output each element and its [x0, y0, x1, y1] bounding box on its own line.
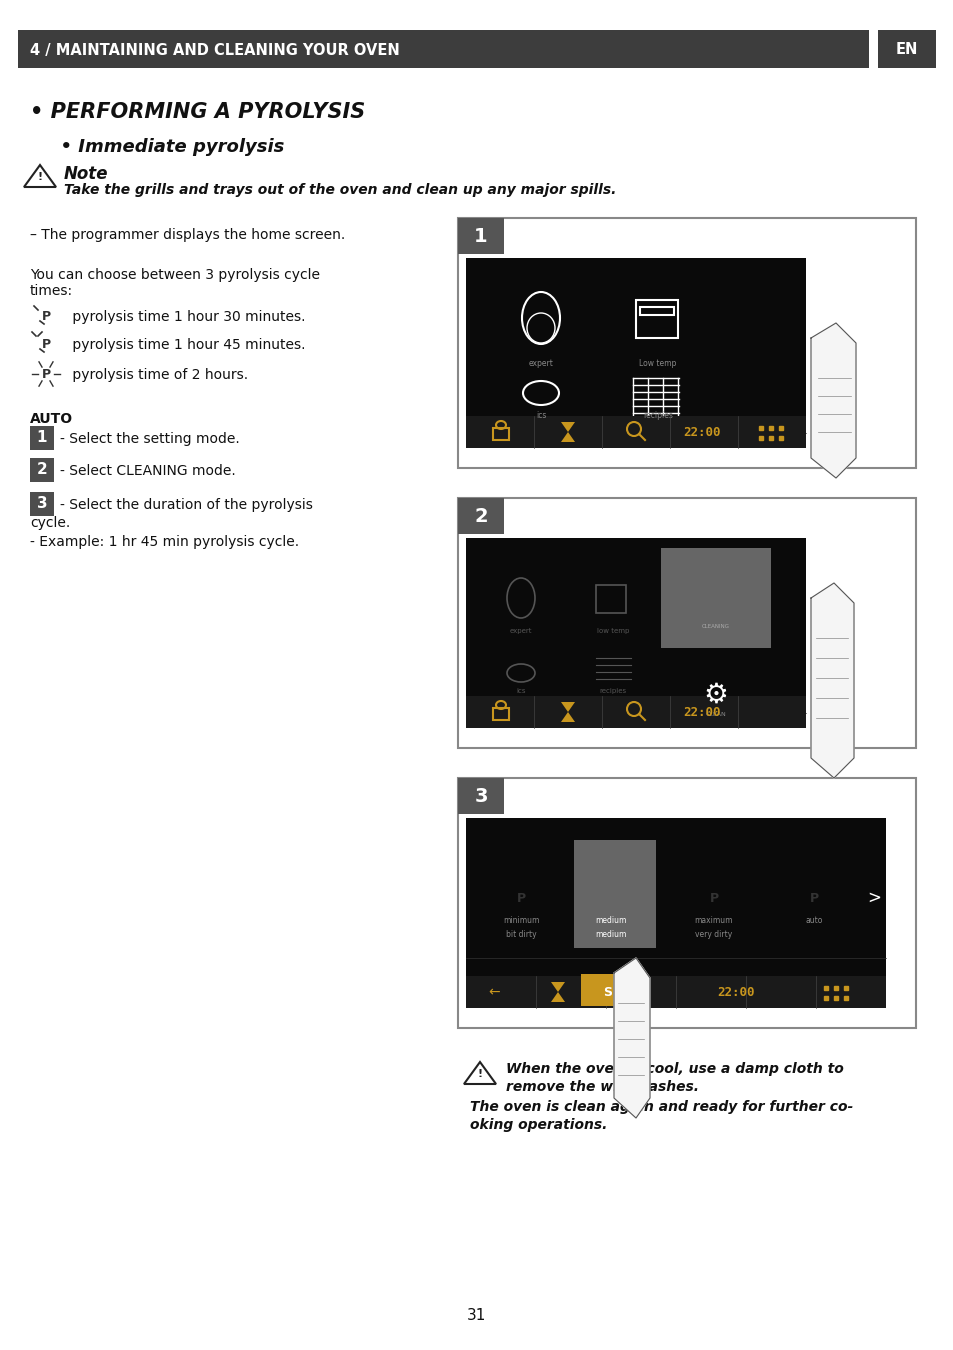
Text: auto: auto	[804, 917, 821, 925]
Text: very dirty: very dirty	[695, 930, 732, 940]
Bar	[457, 217, 503, 254]
Text: low temp: low temp	[597, 628, 629, 634]
Bar	[465, 976, 885, 1008]
Text: S: S	[603, 986, 612, 999]
Bar	[30, 491, 54, 516]
Polygon shape	[560, 423, 575, 441]
Bar	[457, 778, 503, 814]
Text: CLEANING: CLEANING	[701, 624, 729, 629]
Bar	[465, 697, 805, 728]
Text: Note: Note	[64, 165, 109, 184]
Bar	[457, 498, 503, 535]
Polygon shape	[551, 981, 564, 1002]
Ellipse shape	[526, 313, 555, 343]
Text: recipies: recipies	[598, 688, 626, 694]
Polygon shape	[463, 1062, 496, 1084]
Text: AUTO: AUTO	[30, 412, 73, 427]
Text: 1: 1	[37, 431, 48, 446]
Text: pyrolysis time of 2 hours.: pyrolysis time of 2 hours.	[68, 369, 248, 382]
Polygon shape	[810, 583, 853, 778]
Text: oking operations.: oking operations.	[470, 1118, 607, 1133]
Text: 22:00: 22:00	[717, 986, 754, 999]
Text: - Select the duration of the pyrolysis: - Select the duration of the pyrolysis	[60, 498, 313, 512]
Text: pyrolysis time 1 hour 30 minutes.: pyrolysis time 1 hour 30 minutes.	[68, 310, 305, 324]
Text: ics: ics	[516, 688, 525, 694]
Text: - Select CLEANING mode.: - Select CLEANING mode.	[60, 464, 235, 478]
Bar	[457, 217, 915, 468]
Text: CLEAN: CLEAN	[705, 711, 725, 717]
Text: remove the white ashes.: remove the white ashes.	[505, 1080, 699, 1094]
Text: 2: 2	[36, 463, 48, 478]
Text: 31: 31	[467, 1308, 486, 1323]
Text: >: >	[866, 890, 880, 907]
Text: P: P	[41, 309, 51, 323]
Bar	[639, 306, 673, 315]
Bar	[493, 428, 509, 440]
Text: • Immediate pyrolysis: • Immediate pyrolysis	[48, 138, 284, 157]
Text: 2: 2	[474, 506, 487, 525]
Text: Take the grills and trays out of the oven and clean up any major spills.: Take the grills and trays out of the ove…	[64, 184, 616, 197]
Polygon shape	[24, 165, 56, 188]
Text: EN: EN	[895, 42, 917, 58]
Text: P: P	[516, 891, 525, 904]
Text: When the oven is cool, use a damp cloth to: When the oven is cool, use a damp cloth …	[505, 1062, 842, 1076]
Bar	[465, 818, 885, 1008]
Bar	[30, 458, 54, 482]
Bar	[636, 300, 678, 338]
Text: times:: times:	[30, 284, 73, 298]
Text: expert: expert	[509, 628, 532, 634]
Text: 3: 3	[474, 787, 487, 806]
Text: P: P	[808, 891, 818, 904]
Text: P: P	[41, 367, 51, 381]
Bar	[18, 30, 868, 68]
Text: – The programmer displays the home screen.: – The programmer displays the home scree…	[30, 228, 345, 242]
Text: cycle.: cycle.	[30, 516, 71, 531]
Text: P: P	[711, 597, 720, 609]
Text: • PERFORMING A PYROLYSIS: • PERFORMING A PYROLYSIS	[30, 103, 365, 122]
Text: P: P	[709, 891, 718, 904]
Polygon shape	[810, 323, 855, 478]
Bar	[465, 416, 805, 448]
Text: expert: expert	[528, 359, 553, 369]
Text: Low temp: Low temp	[639, 359, 676, 369]
Polygon shape	[560, 702, 575, 722]
Bar	[465, 539, 805, 728]
Text: 22:00: 22:00	[682, 425, 720, 439]
Bar	[596, 585, 625, 613]
Text: maximum: maximum	[694, 917, 733, 925]
Text: ⚙: ⚙	[702, 680, 728, 709]
Bar	[493, 707, 509, 720]
Text: ←: ←	[488, 986, 499, 999]
Polygon shape	[614, 958, 649, 1118]
Bar	[30, 427, 54, 450]
Bar	[580, 973, 636, 1006]
Text: medium: medium	[595, 917, 626, 925]
Bar	[457, 498, 915, 748]
Text: You can choose between 3 pyrolysis cycle: You can choose between 3 pyrolysis cycle	[30, 269, 319, 282]
Text: bit dirty: bit dirty	[505, 930, 536, 940]
Text: P: P	[41, 338, 51, 351]
Text: 4 / MAINTAINING AND CLEANING YOUR OVEN: 4 / MAINTAINING AND CLEANING YOUR OVEN	[30, 42, 399, 58]
Text: !: !	[37, 171, 43, 182]
Text: ics: ics	[536, 410, 546, 420]
Bar	[457, 778, 915, 1027]
Text: minimum: minimum	[502, 917, 538, 925]
Text: - Example: 1 hr 45 min pyrolysis cycle.: - Example: 1 hr 45 min pyrolysis cycle.	[30, 535, 299, 549]
Bar	[660, 548, 770, 648]
Text: P: P	[606, 891, 615, 904]
Text: !: !	[476, 1069, 482, 1079]
Text: pyrolysis time 1 hour 45 minutes.: pyrolysis time 1 hour 45 minutes.	[68, 338, 305, 352]
Bar	[877, 30, 935, 68]
Text: 3: 3	[36, 497, 48, 512]
Text: recipies: recipies	[642, 410, 672, 420]
Text: 22:00: 22:00	[682, 706, 720, 718]
Text: - Select the setting mode.: - Select the setting mode.	[60, 432, 239, 446]
Bar	[465, 258, 805, 448]
Text: The oven is clean again and ready for further co-: The oven is clean again and ready for fu…	[470, 1100, 852, 1114]
Text: 1: 1	[474, 227, 487, 246]
Bar	[574, 840, 656, 948]
Text: medium: medium	[595, 930, 626, 940]
